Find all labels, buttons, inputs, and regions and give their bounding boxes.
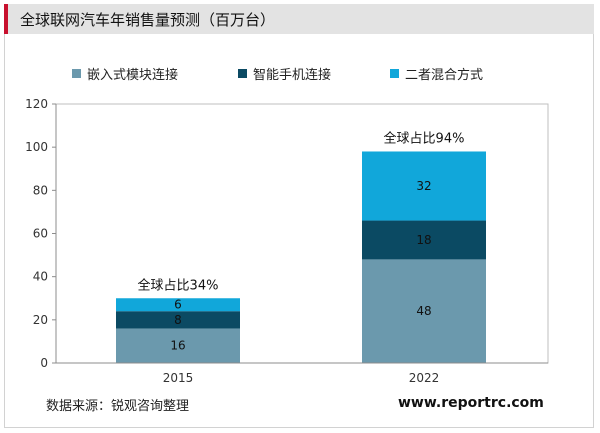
data-label: 16 [170, 339, 185, 353]
legend-swatch-embedded [72, 69, 81, 78]
legend-swatch-smartphone [238, 69, 247, 78]
legend-label-hybrid: 二者混合方式 [405, 68, 484, 83]
legend-item-hybrid: 二者混合方式 [390, 64, 483, 83]
data-label: 48 [416, 304, 431, 318]
chart-title: 全球联网汽车年销售量预测（百万台） [20, 11, 276, 29]
title-bar [4, 4, 594, 34]
title-accent [4, 4, 8, 34]
y-tick-label: 120 [25, 97, 48, 111]
x-tick-label: 2022 [409, 371, 440, 385]
data-label: 6 [174, 298, 182, 312]
source-note: 数据来源：锐观咨询整理 [46, 399, 190, 414]
y-tick-label: 40 [33, 270, 48, 284]
bar-segment [362, 151, 486, 221]
data-label: 32 [416, 179, 431, 193]
y-tick-label: 60 [33, 227, 48, 241]
bar-segment [116, 298, 240, 312]
bar-segment [362, 259, 486, 363]
bar-annotation: 全球占比34% [138, 277, 219, 293]
data-label: 8 [174, 313, 182, 327]
y-tick-label: 20 [33, 313, 48, 327]
legend-swatch-hybrid [390, 69, 399, 78]
legend: 嵌入式模块连接 智能手机连接 二者混合方式 [0, 64, 600, 84]
legend-item-smartphone: 智能手机连接 [238, 64, 331, 83]
bar-segment [362, 220, 486, 260]
bar-segment [116, 311, 240, 329]
website-url: www.reportrc.com [398, 395, 544, 411]
legend-item-embedded: 嵌入式模块连接 [72, 64, 178, 83]
y-tick-label: 0 [40, 356, 48, 370]
chart-frame [4, 4, 594, 428]
data-label: 18 [416, 233, 431, 247]
bar-segment [116, 328, 240, 363]
legend-label-smartphone: 智能手机连接 [253, 68, 332, 83]
y-tick-label: 100 [25, 140, 48, 154]
x-tick-label: 2015 [163, 371, 194, 385]
legend-label-embedded: 嵌入式模块连接 [87, 68, 179, 83]
y-tick-label: 80 [33, 183, 48, 197]
bar-annotation: 全球占比94% [384, 130, 465, 146]
